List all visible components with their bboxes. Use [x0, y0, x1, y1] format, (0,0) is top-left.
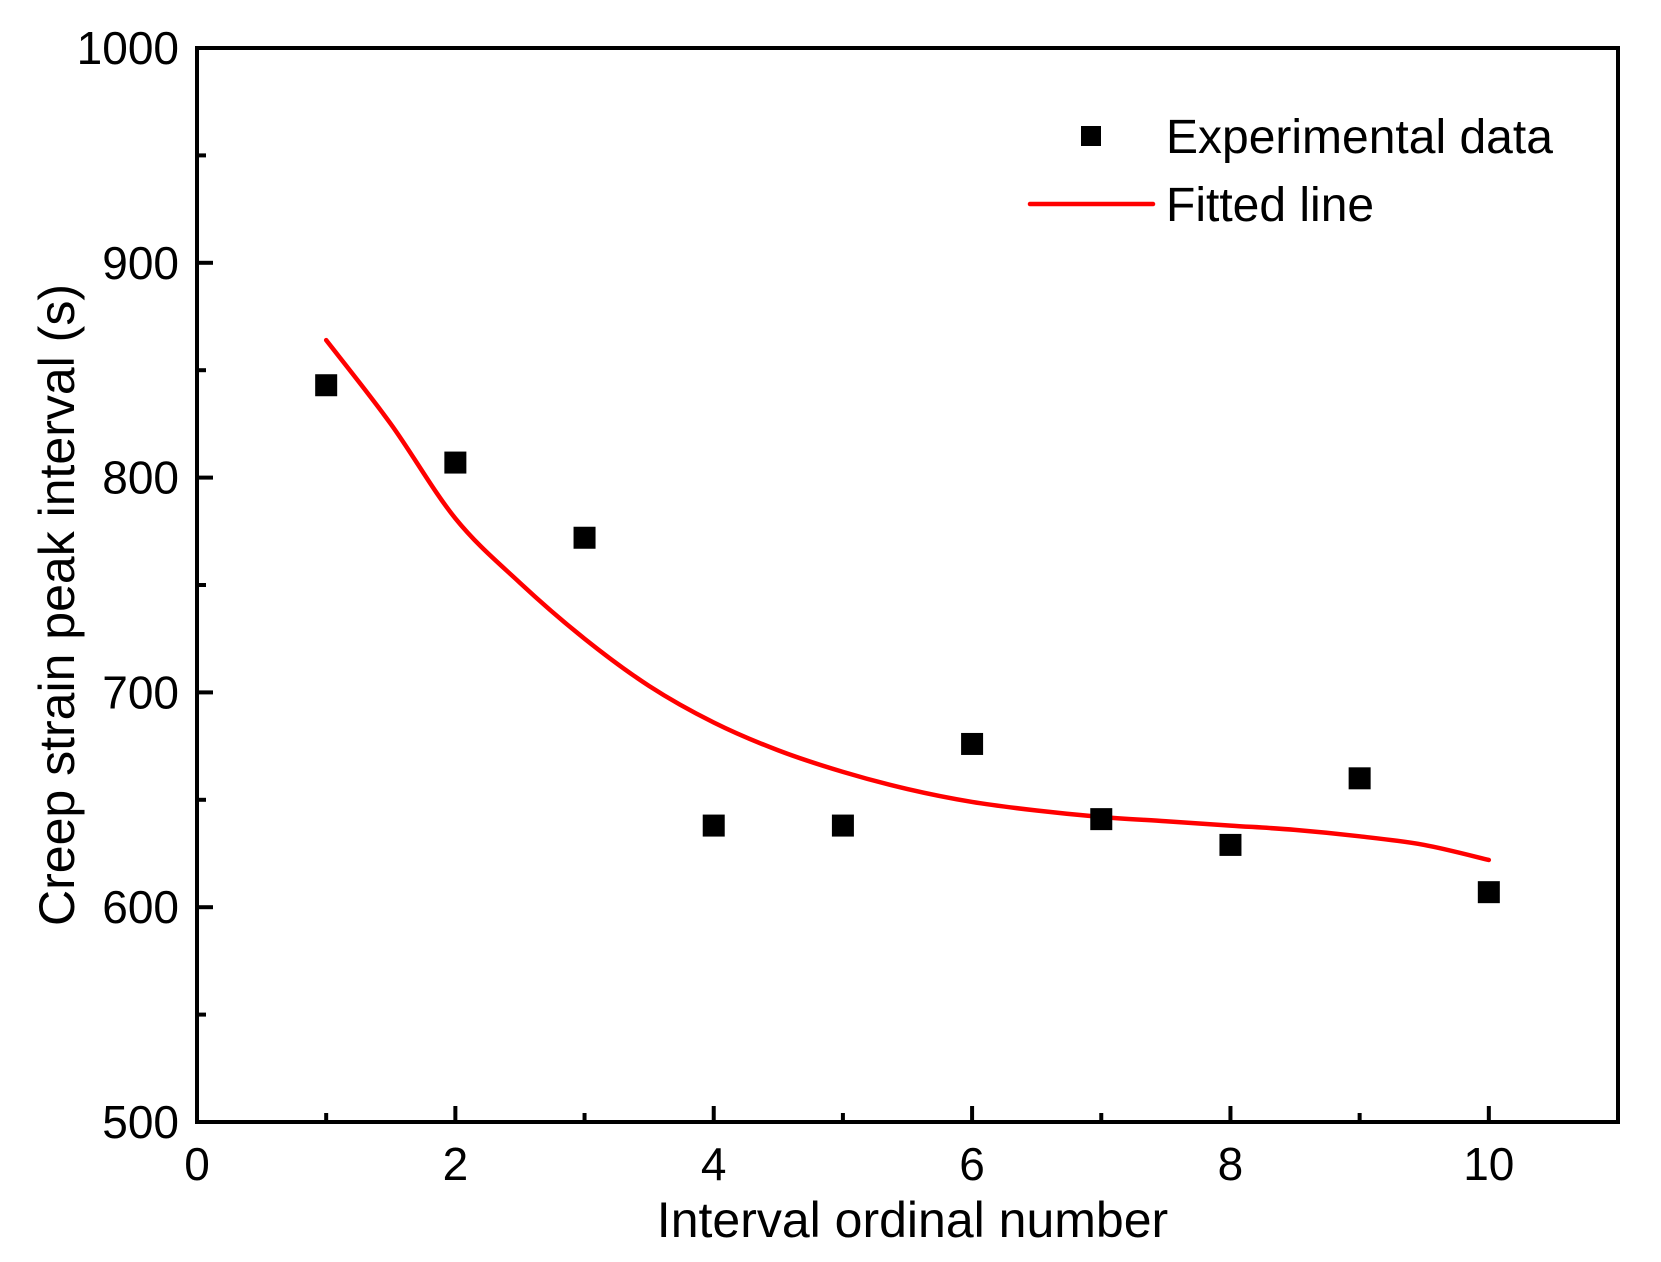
- y-tick-label: 700: [102, 666, 179, 718]
- legend-marker-experimental-data: [1081, 126, 1101, 146]
- x-tick-label: 6: [959, 1138, 985, 1190]
- x-axis-title: Interval ordinal number: [657, 1192, 1168, 1248]
- data-point: [1090, 808, 1113, 831]
- x-tick-label: 10: [1463, 1138, 1514, 1190]
- y-tick-label: 800: [102, 452, 179, 504]
- data-point: [831, 814, 854, 837]
- y-tick-label: 600: [102, 881, 179, 933]
- data-point: [573, 526, 596, 549]
- x-tick-label: 0: [184, 1138, 210, 1190]
- data-point: [961, 732, 984, 755]
- y-tick-label: 500: [102, 1096, 179, 1148]
- data-point: [1219, 833, 1242, 856]
- data-point: [315, 374, 338, 397]
- x-tick-label: 4: [701, 1138, 727, 1190]
- data-point: [702, 814, 725, 837]
- plot-frame: [195, 46, 1620, 1124]
- minor-ticks: [197, 153, 1620, 1122]
- data-point: [1348, 767, 1371, 790]
- data-point: [1477, 881, 1500, 904]
- x-tick-label: 2: [443, 1138, 469, 1190]
- legend: Experimental data Fitted line: [1027, 111, 1553, 232]
- legend-label-experimental-data: Experimental data: [1166, 111, 1553, 164]
- y-tick-label: 900: [102, 237, 179, 289]
- data-point: [444, 451, 467, 474]
- x-tick-label: 8: [1218, 1138, 1244, 1190]
- y-tick-label: 1000: [77, 22, 179, 74]
- fitted-line-series: [323, 337, 1492, 863]
- x-tick-labels: 0 2 4 6 8 10: [184, 1138, 1514, 1190]
- y-axis-title: Creep strain peak interval (s): [29, 284, 85, 926]
- y-tick-labels: 500 600 700 800 900 1000: [77, 22, 179, 1148]
- experimental-data-series: [315, 374, 1500, 904]
- legend-label-fitted-line: Fitted line: [1166, 179, 1374, 232]
